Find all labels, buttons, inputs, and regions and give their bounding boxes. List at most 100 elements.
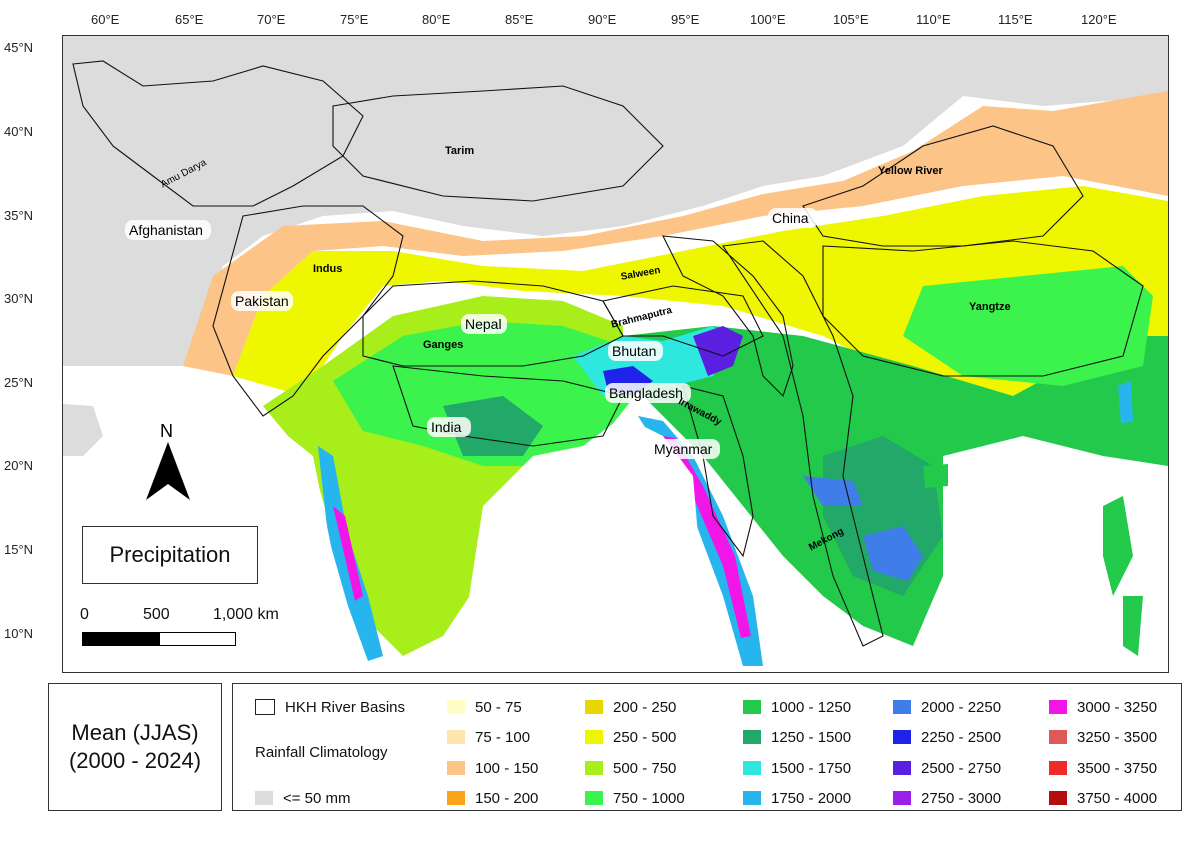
scale-segment-light	[159, 632, 236, 646]
legend-swatch	[585, 791, 603, 805]
lat-tick-label: 25°N	[4, 375, 34, 390]
legend-swatch	[893, 730, 911, 744]
legend-class-item: 50 - 75	[447, 697, 522, 717]
lon-tick-label: 120°E	[1081, 12, 1117, 27]
scale-bar: 0 500 1,000 km	[80, 606, 330, 654]
taiwan-patch	[1118, 381, 1133, 424]
arabia-dry-patch	[63, 404, 103, 456]
lon-tick-label: 65°E	[175, 12, 204, 27]
legend-class-item: 500 - 750	[585, 758, 676, 778]
north-label: N	[160, 421, 173, 441]
legend-class-item: 2500 - 2750	[893, 758, 1001, 778]
legend-swatch	[447, 761, 465, 775]
legend-class-label: 3500 - 3750	[1077, 759, 1158, 777]
lon-tick-label: 100°E	[750, 12, 786, 27]
precipitation-map: Amu Darya Tarim Yellow River Afghanistan…	[62, 35, 1169, 673]
western-ghats-extreme	[333, 506, 363, 601]
legend-class-item: 250 - 500	[585, 727, 676, 747]
legend-swatch	[743, 791, 761, 805]
yangtze-region	[903, 266, 1153, 386]
lon-tick-label: 105°E	[833, 12, 869, 27]
lat-tick-label: 15°N	[4, 542, 34, 557]
legend-class-item: 150 - 200	[447, 788, 538, 808]
laos-wet-patch	[803, 476, 863, 506]
legend-class-label: 150 - 200	[475, 789, 539, 807]
label-myanmar: Myanmar	[654, 441, 713, 457]
legend-swatch	[893, 700, 911, 714]
legend-class-label: 1750 - 2000	[771, 789, 852, 807]
map-title: Precipitation	[82, 526, 258, 584]
legend-class-label: 100 - 150	[475, 759, 539, 777]
legend-class-item: 1500 - 1750	[743, 758, 851, 778]
legend-swatch	[1049, 791, 1067, 805]
lon-tick-label: 95°E	[671, 12, 700, 27]
legend-class-item: 3250 - 3500	[1049, 727, 1157, 747]
hainan-patch	[923, 464, 948, 488]
legend-class-item: 1000 - 1250	[743, 697, 851, 717]
legend-swatch	[447, 791, 465, 805]
basin-label: HKH River Basins	[285, 698, 406, 716]
legend-class-label: 3000 - 3250	[1077, 698, 1158, 716]
philippines-patch	[1103, 496, 1133, 596]
legend-class-item: 1250 - 1500	[743, 727, 851, 747]
lon-tick-label: 90°E	[588, 12, 617, 27]
legend-swatch	[1049, 700, 1067, 714]
legend-swatch	[893, 791, 911, 805]
india-wet-patch	[443, 396, 543, 456]
legend-class-label: 1500 - 1750	[771, 759, 852, 777]
scale-label: 500	[143, 606, 170, 623]
legend-class-item: 3500 - 3750	[1049, 758, 1157, 778]
label-afghanistan: Afghanistan	[129, 222, 203, 238]
scale-label: 0	[80, 606, 89, 623]
legend-class-item: 75 - 100	[447, 727, 530, 747]
legend-class-label: 1000 - 1250	[771, 698, 852, 716]
legend-class-label: 2250 - 2500	[921, 728, 1002, 746]
legend-class-item: 100 - 150	[447, 758, 538, 778]
label-yellow-river: Yellow River	[878, 165, 944, 177]
legend-swatch	[585, 730, 603, 744]
legend-class-label: 1250 - 1500	[771, 728, 852, 746]
legend-class-item: 2000 - 2250	[893, 697, 1001, 717]
lon-tick-label: 115°E	[998, 12, 1033, 27]
legend-class-item: 1750 - 2000	[743, 788, 851, 808]
legend-swatch	[585, 761, 603, 775]
cambodia-wet-patch	[863, 526, 923, 581]
period-box: Mean (JJAS) (2000 - 2024)	[48, 683, 222, 811]
lat-tick-label: 10°N	[4, 626, 34, 641]
bay-of-bengal	[463, 416, 703, 672]
legend-swatch	[893, 761, 911, 775]
legend-swatch	[743, 761, 761, 775]
label-bangladesh: Bangladesh	[609, 385, 683, 401]
legend-class-item: 3000 - 3250	[1049, 697, 1157, 717]
legend-climatology-label: Rainfall Climatology	[255, 742, 388, 762]
legend-class-label: 500 - 750	[613, 759, 677, 777]
legend-swatch	[1049, 761, 1067, 775]
legend-class-item: 3750 - 4000	[1049, 788, 1157, 808]
myanmar-coast-zone	[638, 416, 763, 666]
legend-class-label: 2500 - 2750	[921, 759, 1002, 777]
legend-class-item: 750 - 1000	[585, 788, 685, 808]
basin-swatch	[255, 699, 275, 715]
legend-class-label: 75 - 100	[475, 728, 531, 746]
rainfall-legend: HKH River Basins Rainfall Climatology <=…	[232, 683, 1182, 811]
arid-band	[183, 91, 1168, 376]
period-line-1: Mean (JJAS)	[71, 720, 199, 745]
philippines-south-patch	[1123, 596, 1143, 656]
label-ganges: Ganges	[423, 339, 463, 351]
legend-swatch	[743, 700, 761, 714]
legend-swatch	[743, 730, 761, 744]
dry-swatch	[255, 791, 273, 805]
legend-swatch	[447, 700, 465, 714]
legend-class-label: 2750 - 3000	[921, 789, 1002, 807]
legend-class-label: 200 - 250	[613, 698, 677, 716]
label-pakistan: Pakistan	[235, 293, 289, 309]
south-china-sea	[943, 436, 1123, 672]
legend-class-item: 2250 - 2500	[893, 727, 1001, 747]
period-line-2: (2000 - 2024)	[68, 748, 202, 773]
myanmar-coast-extreme	[663, 436, 751, 638]
legend-dry-item: <= 50 mm	[255, 788, 351, 808]
lon-tick-label: 85°E	[505, 12, 534, 27]
ganges-region	[333, 321, 643, 466]
legend-class-label: 250 - 500	[613, 728, 677, 746]
legend-class-label: 3750 - 4000	[1077, 789, 1158, 807]
